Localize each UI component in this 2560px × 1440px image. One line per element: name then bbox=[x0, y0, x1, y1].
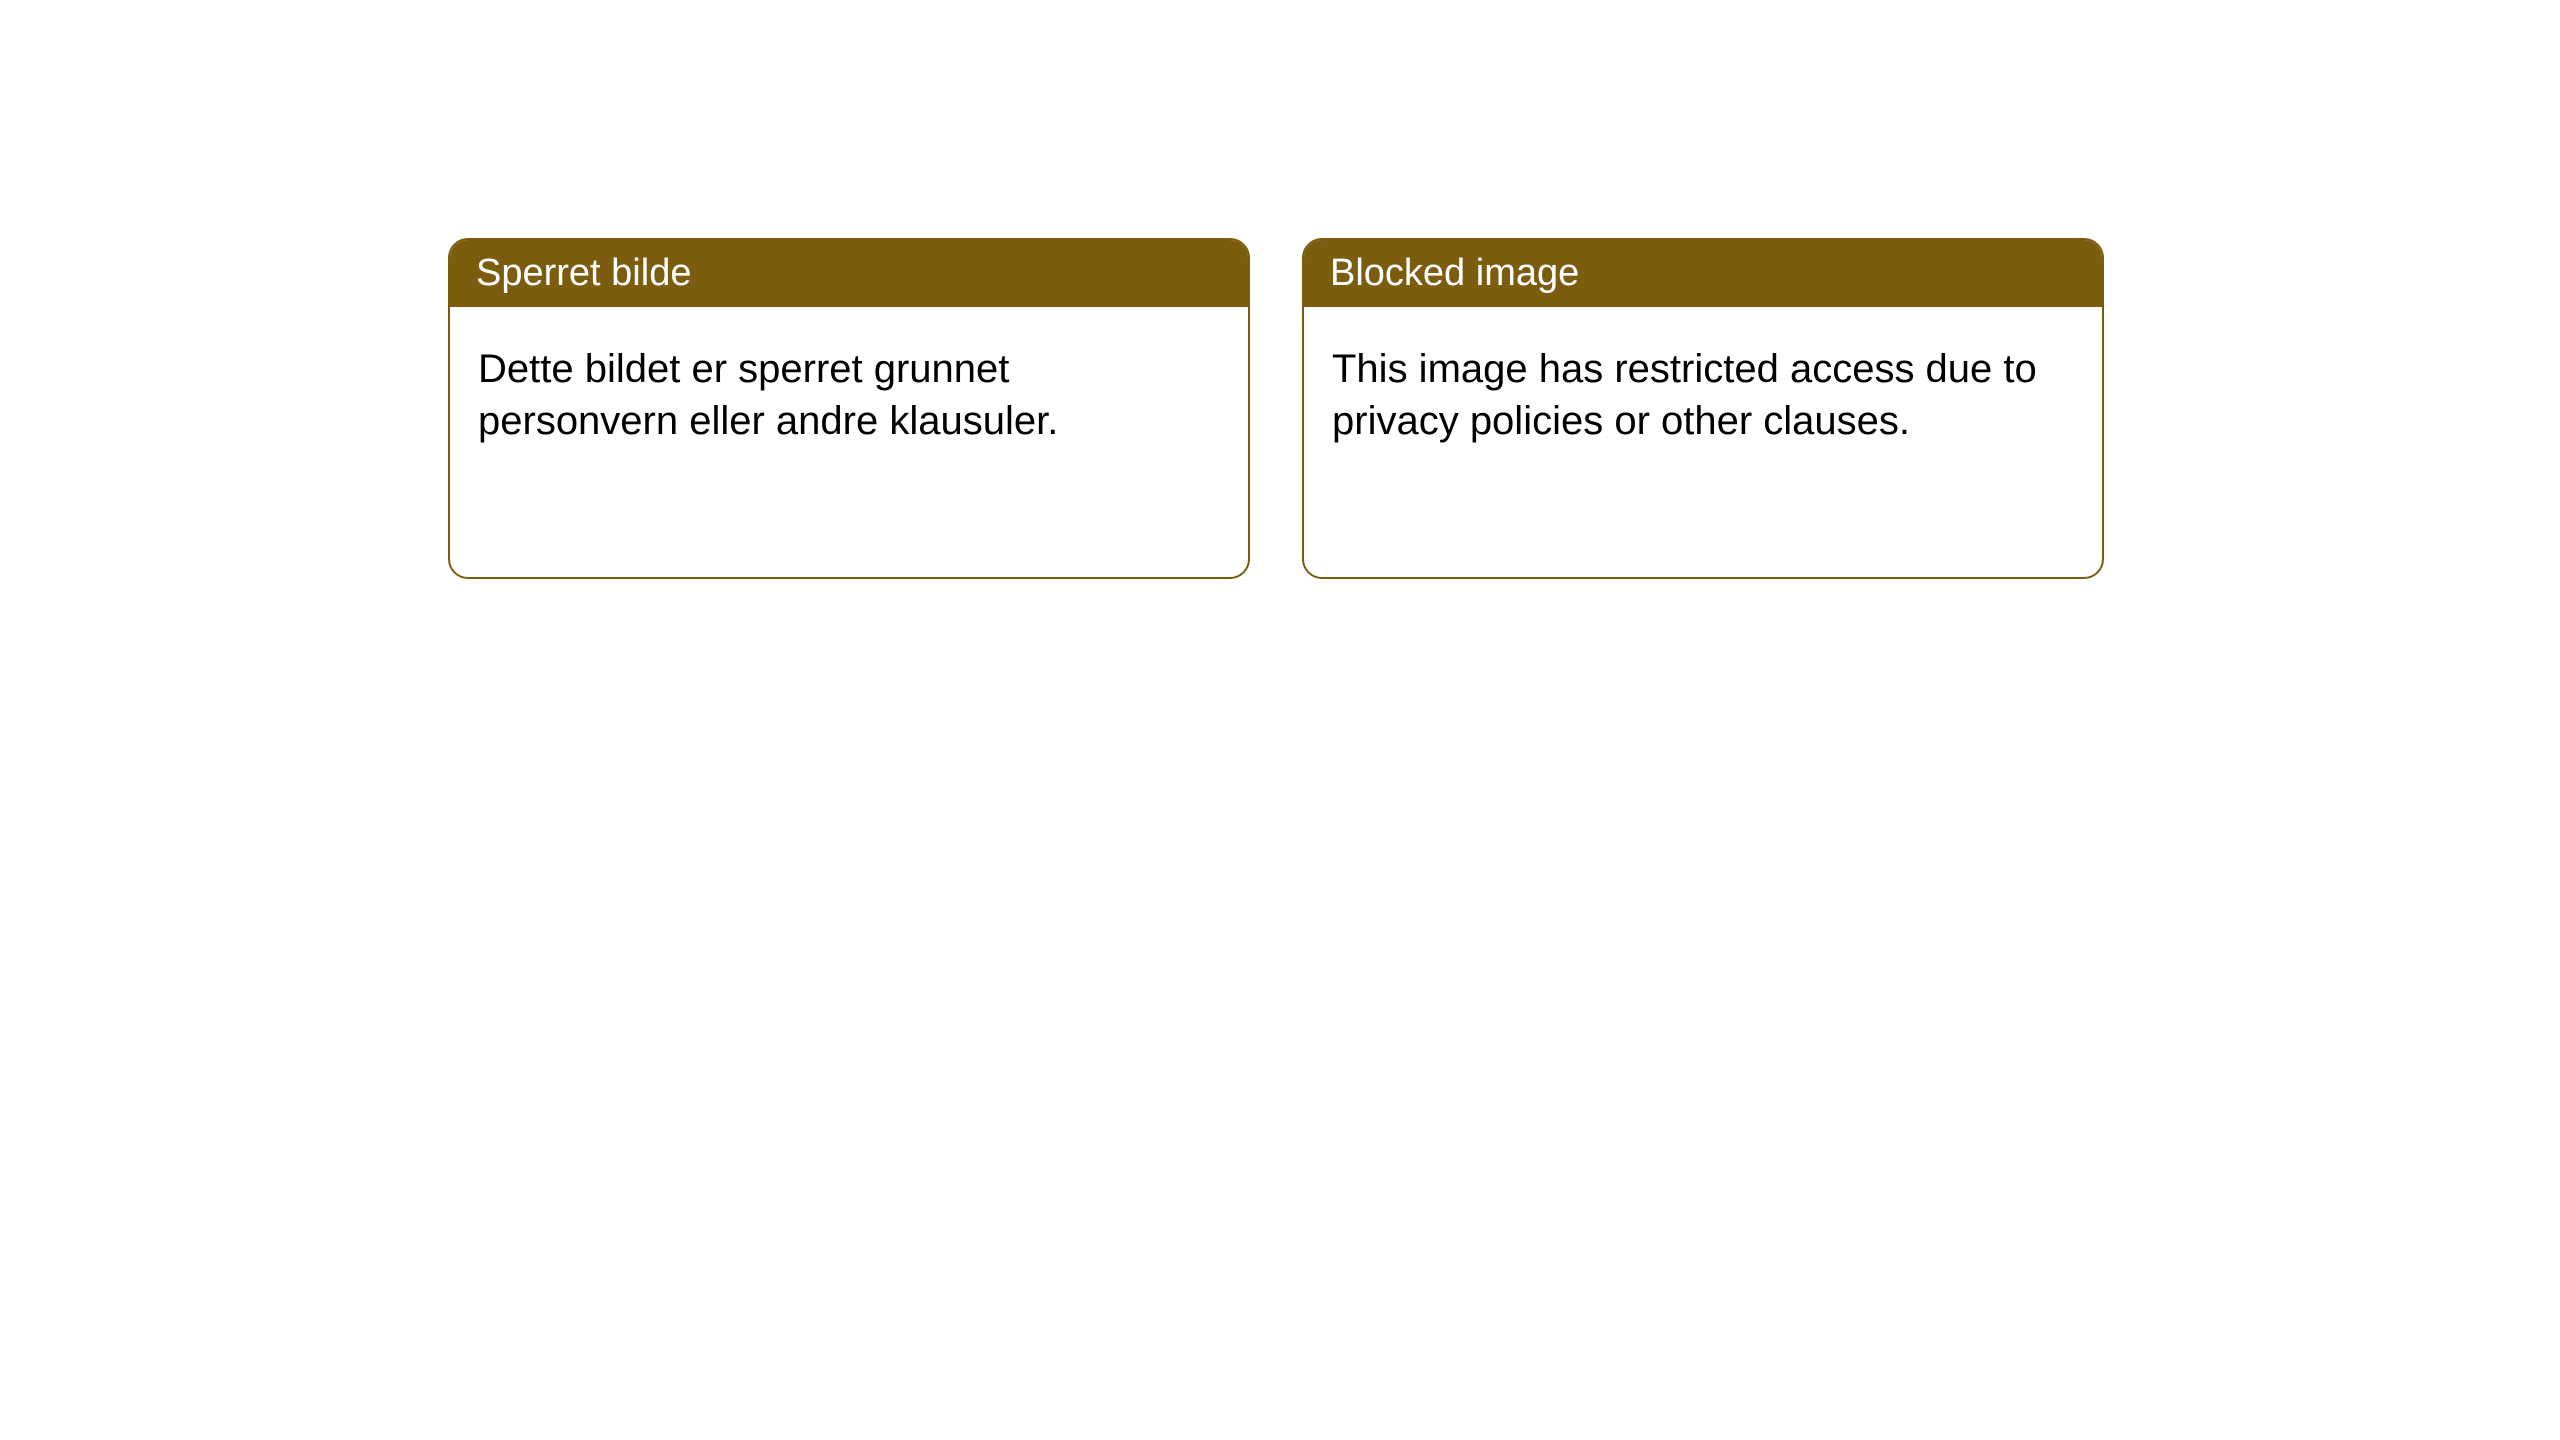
card-body: This image has restricted access due to … bbox=[1304, 307, 2102, 577]
blocked-image-card-en: Blocked image This image has restricted … bbox=[1302, 238, 2104, 579]
card-header: Sperret bilde bbox=[450, 240, 1248, 307]
card-header: Blocked image bbox=[1304, 240, 2102, 307]
cards-container: Sperret bilde Dette bildet er sperret gr… bbox=[0, 0, 2560, 579]
card-message: This image has restricted access due to … bbox=[1332, 343, 2074, 447]
blocked-image-card-nb: Sperret bilde Dette bildet er sperret gr… bbox=[448, 238, 1250, 579]
card-message: Dette bildet er sperret grunnet personve… bbox=[478, 343, 1220, 447]
card-title: Blocked image bbox=[1330, 252, 1579, 294]
card-body: Dette bildet er sperret grunnet personve… bbox=[450, 307, 1248, 577]
card-title: Sperret bilde bbox=[476, 252, 691, 294]
